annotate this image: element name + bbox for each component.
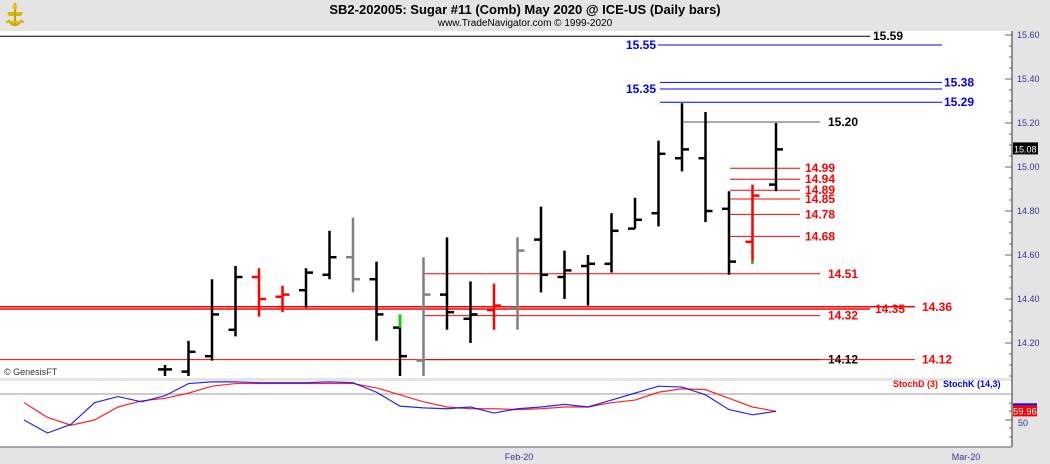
level-label-14-99: 14.99 — [805, 161, 835, 175]
level-label-15-29: 15.29 — [944, 95, 974, 109]
stoch-last-tag — [1013, 405, 1037, 417]
ohlc-bar — [416, 257, 431, 376]
ohlc-bar — [651, 140, 666, 227]
ohlc-bar — [440, 237, 454, 330]
ohlc-bar — [322, 230, 337, 280]
price-axis-label: 15.20 — [1017, 118, 1040, 128]
chart-header: SB2-202005: Sugar #11 (Comb) May 2020 @ … — [0, 0, 1050, 31]
level-label-15-59: 15.59 — [873, 29, 903, 43]
legend-stochd: StochD (3) — [893, 379, 938, 389]
level-label-14-68: 14.68 — [805, 229, 835, 243]
sextant-logo-icon — [6, 3, 24, 27]
level-label-14-51: 14.51 — [828, 267, 858, 281]
level-label-14-94: 14.94 — [805, 172, 835, 186]
price-axis-label: 14.20 — [1017, 338, 1040, 348]
ohlc-bar — [252, 268, 266, 317]
panel-separator — [0, 378, 1012, 381]
ohlc-bar — [228, 266, 243, 337]
ohlc-bar — [745, 184, 760, 264]
ohlc-bar — [604, 213, 619, 273]
level-label-14-89: 14.89 — [805, 183, 835, 197]
ohlc-bar — [698, 112, 713, 222]
ohlc-bar — [557, 250, 572, 299]
ohlc-bar — [158, 365, 172, 376]
ohlc-bar — [487, 283, 501, 330]
level-label-14-12: 14.12 — [922, 353, 952, 367]
stoch-panel-background — [0, 381, 1012, 447]
ohlc-bar — [181, 340, 196, 376]
price-axis-label: 15.40 — [1017, 74, 1040, 84]
level-label-14-85: 14.85 — [805, 192, 835, 206]
level-label-15-20: 15.20 — [828, 115, 858, 129]
ohlc-bar — [299, 268, 313, 308]
price-axis-label: 15.00 — [1017, 162, 1040, 172]
date-axis-label: Feb-20 — [505, 452, 534, 462]
price-axis-label: 14.40 — [1017, 294, 1040, 304]
ohlc-bar — [205, 279, 219, 361]
price-axis-background — [1013, 31, 1050, 378]
ohlc-bar — [628, 197, 642, 230]
ohlc-bar — [675, 103, 689, 172]
level-label-14-78: 14.78 — [805, 207, 835, 221]
ohlc-bar — [275, 285, 290, 313]
ohlc-bar — [769, 123, 783, 192]
stoch-axis-label: 50 — [1018, 418, 1028, 428]
ohlc-bar — [369, 261, 384, 341]
price-panel-background — [0, 31, 1012, 378]
stochk-last-marker — [1013, 403, 1037, 406]
level-label-14-35: 14.35 — [875, 302, 905, 316]
stochk-line — [23, 381, 777, 434]
level-label-15-55: 15.55 — [626, 38, 656, 52]
chart-subtitle: www.TradeNavigator.com © 1999-2020 — [437, 18, 613, 29]
level-label-15-38: 15.38 — [944, 75, 974, 89]
ohlc-bar — [581, 255, 595, 306]
ohlc-bar — [393, 314, 407, 376]
level-label-15-35: 15.35 — [626, 82, 656, 96]
level-label-14-32: 14.32 — [828, 309, 858, 323]
price-axis-label: 14.60 — [1017, 250, 1040, 260]
copyright-label: © GenesisFT — [4, 367, 58, 377]
price-axis-label: 14.80 — [1017, 206, 1040, 216]
last-price-label: 15.08 — [1014, 144, 1037, 154]
level-label-14-36: 14.36 — [922, 300, 952, 314]
price-axis-label: 15.60 — [1017, 30, 1040, 40]
legend-stochk: StochK (14,3) — [943, 379, 1001, 389]
ohlc-bar — [534, 206, 548, 293]
date-axis-label: Mar-20 — [952, 452, 981, 462]
ohlc-bar — [346, 217, 360, 293]
stoch-last-label: 59.96 — [1013, 406, 1037, 417]
ohlc-bar — [722, 191, 736, 275]
last-price-tag — [1013, 142, 1038, 155]
chart-title: SB2-202005: Sugar #11 (Comb) May 2020 @ … — [329, 2, 721, 17]
ohlc-bar — [463, 281, 478, 343]
ohlc-bar — [510, 237, 525, 330]
